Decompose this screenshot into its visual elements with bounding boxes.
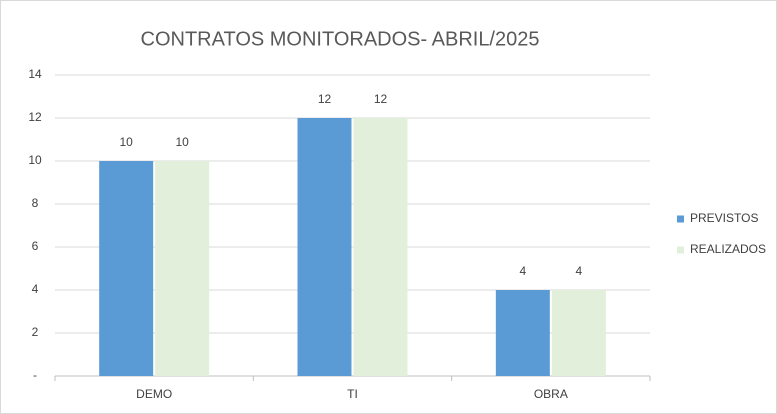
bar	[155, 161, 210, 376]
x-tick-label: DEMO	[136, 387, 172, 401]
y-tick-label: 6	[32, 239, 39, 253]
data-label: 4	[519, 264, 526, 278]
chart-title: CONTRATOS MONITORADOS- ABRIL/2025	[141, 28, 540, 50]
data-label: 4	[575, 264, 582, 278]
bar	[495, 290, 550, 376]
y-tick-label: 8	[32, 196, 39, 210]
y-tick-label: 2	[32, 325, 39, 339]
y-tick-label: 12	[28, 110, 42, 124]
y-tick-label: 10	[28, 153, 42, 167]
legend-label: REALIZADOS	[690, 242, 766, 256]
data-label: 12	[318, 92, 332, 106]
x-tick-label: TI	[347, 387, 358, 401]
data-label: 10	[119, 135, 133, 149]
legend-swatch	[677, 246, 684, 254]
data-label: 10	[175, 135, 189, 149]
bar	[551, 290, 606, 376]
bar	[297, 118, 352, 376]
x-tick-label: OBRA	[534, 387, 568, 401]
y-tick-label: 14	[28, 67, 42, 81]
bar	[353, 118, 408, 376]
legend-label: PREVISTOS	[690, 211, 758, 225]
data-label: 12	[374, 92, 388, 106]
bar	[99, 161, 154, 376]
y-tick-label: -	[33, 368, 37, 382]
legend-swatch	[677, 215, 684, 223]
y-tick-label: 4	[32, 282, 39, 296]
